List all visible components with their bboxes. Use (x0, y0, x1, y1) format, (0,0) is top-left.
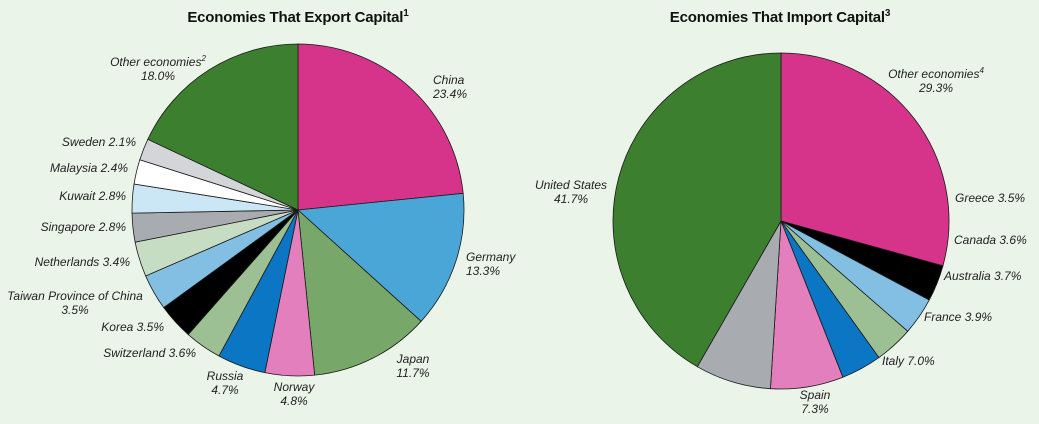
label-france: France 3.9% (924, 310, 993, 324)
label-other-economies-import: Other economies4 29.3% (888, 66, 984, 95)
label-italy: Italy 7.0% (882, 354, 935, 368)
label-singapore: Singapore 2.8% (40, 220, 126, 234)
label-korea: Korea 3.5% (101, 320, 164, 334)
label-spain: Spain 7.3% (799, 388, 831, 416)
slice-united-states-import (612, 52, 782, 368)
label-other-economies-export: Other economies2 18.0% (110, 54, 206, 83)
label-netherlands: Netherlands 3.4% (34, 255, 130, 269)
slice-germany-export (297, 192, 465, 322)
label-malaysia: Malaysia 2.4% (49, 161, 128, 175)
label-norway: Norway 4.8% (273, 380, 315, 408)
label-united-states: United States 41.7% (534, 178, 608, 206)
label-japan: Japan 11.7% (396, 352, 430, 380)
slice-china-export (297, 43, 464, 211)
import-pie (612, 52, 950, 390)
label-taiwan: Taiwan Province of China 3.5% (7, 289, 143, 317)
label-sweden: Sweden 2.1% (61, 135, 136, 149)
slice-other-economies-import (780, 52, 950, 267)
slice-japan-export (297, 209, 422, 376)
label-switzerland: Switzerland 3.6% (103, 346, 196, 360)
label-china: China 23.4% (433, 73, 468, 101)
label-australia: Australia 3.7% (944, 269, 1022, 283)
label-germany: Germany 13.3% (466, 250, 516, 278)
label-canada: Canada 3.6% (954, 233, 1027, 247)
label-russia: Russia 4.7% (206, 369, 244, 397)
import-chart-title: Economies That Import Capital3 (669, 8, 891, 26)
export-pie (131, 43, 465, 377)
export-chart-title: Economies That Export Capital1 (187, 8, 409, 26)
label-greece: Greece 3.5% (955, 191, 1026, 205)
slice-other-economies-export (147, 43, 299, 211)
label-kuwait: Kuwait 2.8% (59, 189, 126, 203)
